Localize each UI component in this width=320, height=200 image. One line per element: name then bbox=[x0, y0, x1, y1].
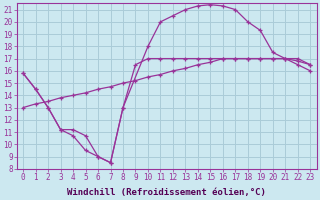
X-axis label: Windchill (Refroidissement éolien,°C): Windchill (Refroidissement éolien,°C) bbox=[67, 188, 266, 197]
